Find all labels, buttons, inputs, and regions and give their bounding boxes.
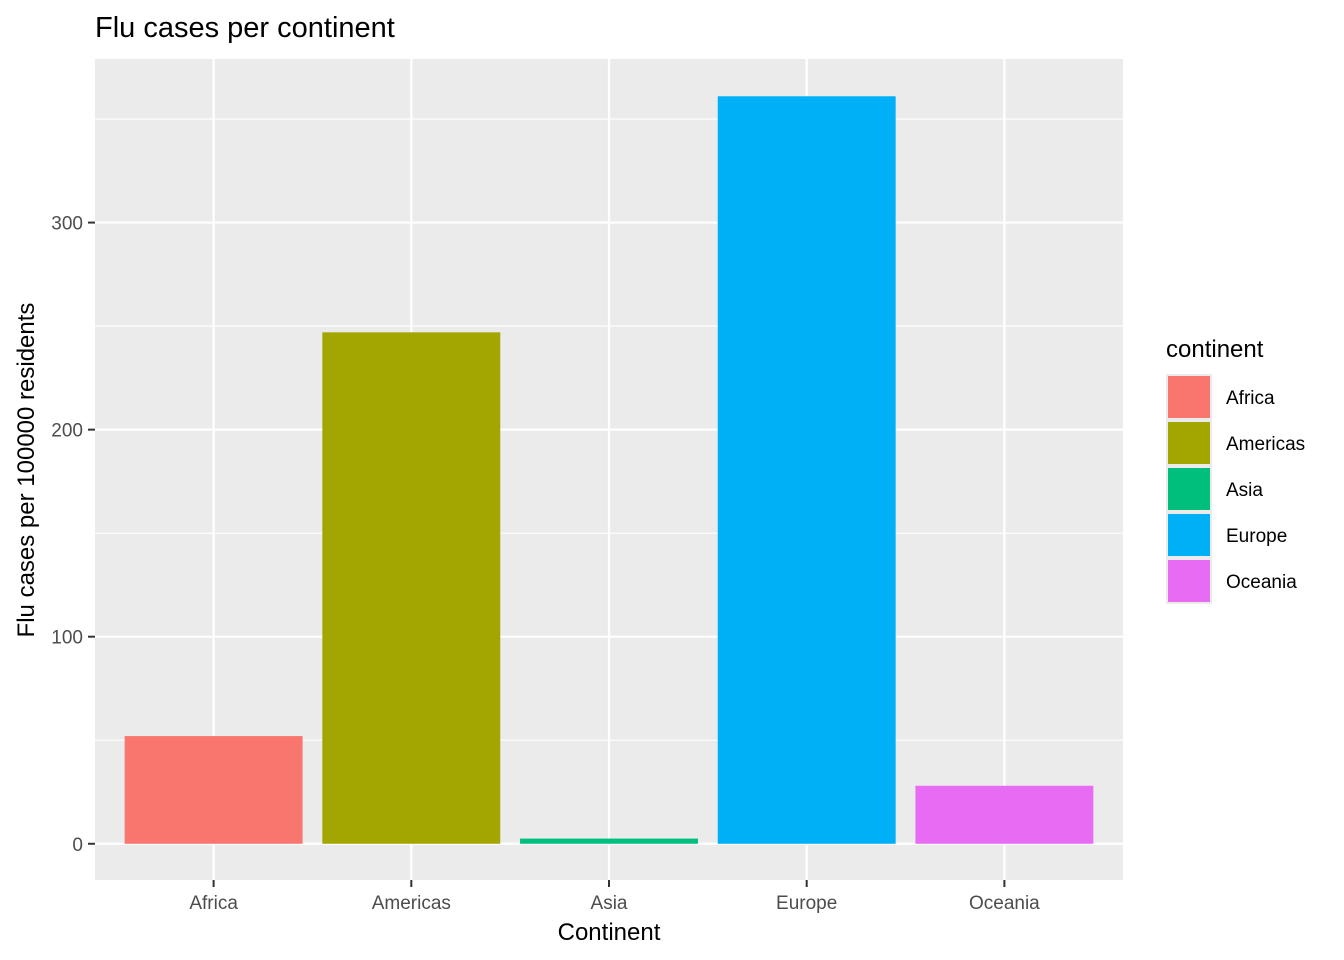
legend-label: Americas — [1226, 434, 1305, 455]
bar-europe — [717, 96, 896, 844]
legend-swatch-oceania — [1168, 560, 1210, 602]
y-tick-label: 0 — [72, 835, 83, 856]
bar-oceania — [915, 785, 1094, 844]
y-tick-label: 200 — [51, 421, 83, 442]
legend: continent Africa Americas Asia Europe Oceani… — [1166, 336, 1305, 604]
legend-label: Oceania — [1226, 572, 1297, 593]
bar-asia — [520, 838, 698, 844]
y-tick-label: 300 — [51, 214, 83, 235]
y-tick-label: 100 — [51, 628, 83, 649]
legend-swatch-africa — [1168, 376, 1210, 418]
bars — [124, 96, 1094, 844]
x-tick-label: Africa — [189, 893, 238, 914]
legend-label: Africa — [1226, 388, 1275, 409]
x-tick-label: Asia — [591, 893, 628, 914]
bar-americas — [322, 332, 501, 844]
legend-entries: Africa Americas Asia Europe Oceania — [1166, 374, 1305, 604]
x-axis: Africa Americas Asia Europe Oceania — [189, 880, 1040, 914]
x-tick-label: Americas — [372, 893, 451, 914]
y-axis: 0 100 200 300 — [51, 214, 95, 856]
legend-label: Asia — [1226, 480, 1263, 501]
x-tick-label: Oceania — [969, 893, 1040, 914]
x-tick-label: Europe — [776, 893, 837, 914]
legend-title: continent — [1166, 336, 1264, 363]
x-axis-title: Continent — [558, 919, 661, 946]
chart-title: Flu cases per continent — [95, 12, 395, 44]
legend-label: Europe — [1226, 526, 1287, 547]
legend-swatch-americas — [1168, 422, 1210, 464]
y-axis-title: Flu cases per 100000 residents — [13, 303, 40, 638]
legend-swatch-asia — [1168, 468, 1210, 510]
bar-africa — [124, 736, 303, 844]
legend-swatch-europe — [1168, 514, 1210, 556]
